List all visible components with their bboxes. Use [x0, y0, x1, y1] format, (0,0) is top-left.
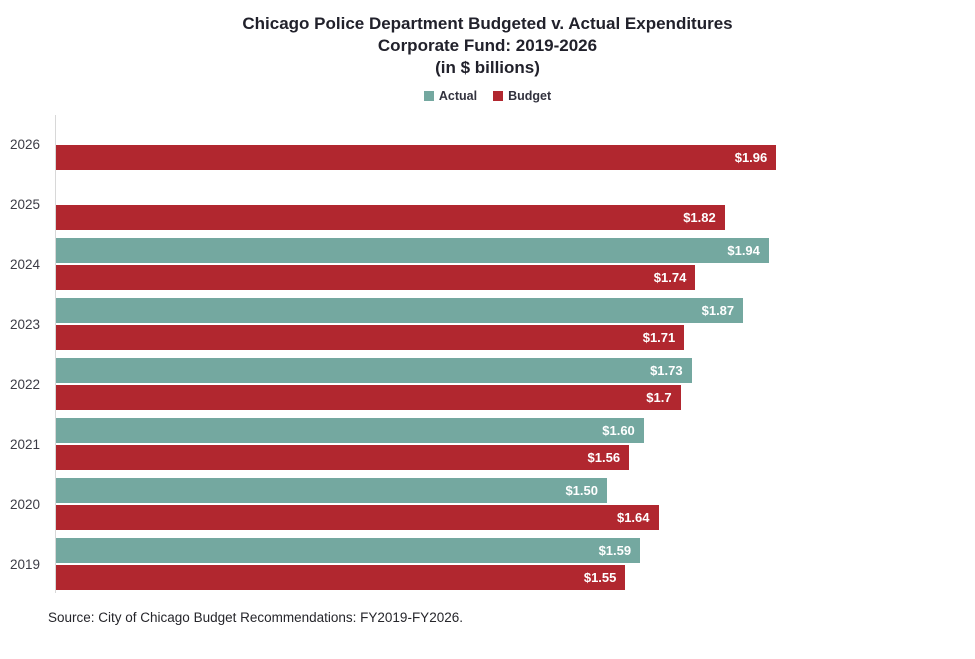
budget-value-label: $1.82 — [683, 210, 716, 225]
legend-item-budget: Budget — [493, 89, 551, 103]
actual-value-label: $1.94 — [727, 243, 760, 258]
budget-bar: $1.7 — [55, 385, 681, 410]
budget-bar: $1.64 — [55, 505, 659, 530]
chart-title-block: Chicago Police Department Budgeted v. Ac… — [0, 0, 975, 79]
actual-value-label: $1.60 — [602, 423, 635, 438]
year-label: 2021 — [9, 436, 40, 452]
legend-label-actual: Actual — [438, 89, 478, 103]
year-label: 2020 — [9, 496, 40, 512]
chart-row: 2021 $1.60 $1.56 — [0, 414, 975, 474]
bar-pair: $1.60 $1.56 — [55, 418, 975, 470]
bar-pair: $1.73 $1.7 — [55, 358, 975, 410]
bar-pair: $1.87 $1.71 — [55, 298, 975, 350]
budget-value-label: $1.64 — [616, 510, 650, 525]
bar-chart: 2026 $1.96 2025 $1.82 2024 $1.94 $1.74 2023 $1.8… — [0, 114, 975, 594]
budget-value-label: $1.71 — [642, 330, 676, 345]
budget-bar: $1.74 — [55, 265, 696, 290]
source-note: Source: City of Chicago Budget Recommend… — [48, 610, 463, 625]
chart-title-line2: Corporate Fund: 2019-2026 — [377, 36, 598, 55]
legend-label-budget: Budget — [508, 89, 552, 103]
chart-rows: 2026 $1.96 2025 $1.82 2024 $1.94 $1.74 2023 $1.8… — [0, 114, 975, 594]
chart-row: 2023 $1.87 $1.71 — [0, 294, 975, 354]
bar-pair: $1.50 $1.64 — [55, 478, 975, 530]
budget-value-label: $1.55 — [583, 570, 617, 585]
actual-bar: $1.73 — [55, 358, 692, 383]
chart-row: 2024 $1.94 $1.74 — [0, 234, 975, 294]
actual-bar: $1.50 — [55, 478, 607, 503]
budget-bar: $1.82 — [55, 205, 725, 230]
budget-value-label: $1.56 — [587, 450, 621, 465]
budget-bar: $1.96 — [55, 145, 777, 170]
chart-row: 2026 $1.96 — [0, 114, 975, 174]
chart-title-line1: Chicago Police Department Budgeted v. Ac… — [242, 14, 733, 33]
budget-bar: $1.56 — [55, 445, 630, 470]
chart-title-line3: (in $ billions) — [435, 58, 540, 77]
chart-row: 2019 $1.59 $1.55 — [0, 534, 975, 594]
actual-bar: $1.60 — [55, 418, 644, 443]
actual-value-label: $1.73 — [650, 363, 683, 378]
actual-value-label: $1.50 — [565, 483, 598, 498]
year-label: 2023 — [9, 316, 40, 332]
actual-bar — [55, 178, 975, 203]
budget-bar: $1.55 — [55, 565, 626, 590]
budget-value-label: $1.7 — [646, 390, 672, 405]
year-label: 2019 — [9, 556, 40, 572]
actual-swatch-icon — [423, 91, 434, 101]
actual-bar: $1.59 — [55, 538, 641, 563]
bar-pair: $1.96 — [55, 118, 975, 170]
actual-value-label: $1.87 — [701, 303, 735, 318]
year-label: 2024 — [9, 256, 40, 272]
budget-swatch-icon — [493, 91, 504, 101]
actual-bar: $1.87 — [55, 298, 744, 323]
legend-item-actual: Actual — [423, 89, 478, 103]
budget-value-label: $1.96 — [734, 150, 768, 165]
chart-row: 2020 $1.50 $1.64 — [0, 474, 975, 534]
year-label: 2022 — [9, 376, 40, 392]
budget-value-label: $1.74 — [653, 270, 687, 285]
chart-row: 2025 $1.82 — [0, 174, 975, 234]
bar-pair: $1.82 — [55, 178, 975, 230]
year-label: 2026 — [9, 136, 40, 152]
budget-bar: $1.71 — [55, 325, 685, 350]
bar-pair: $1.94 $1.74 — [55, 238, 975, 290]
y-axis-line — [55, 115, 56, 593]
actual-bar — [55, 118, 975, 143]
chart-row: 2022 $1.73 $1.7 — [0, 354, 975, 414]
chart-legend: Actual Budget — [0, 88, 975, 104]
year-label: 2025 — [9, 196, 40, 212]
actual-value-label: $1.59 — [598, 543, 632, 558]
bar-pair: $1.59 $1.55 — [55, 538, 975, 590]
actual-bar: $1.94 — [55, 238, 769, 263]
